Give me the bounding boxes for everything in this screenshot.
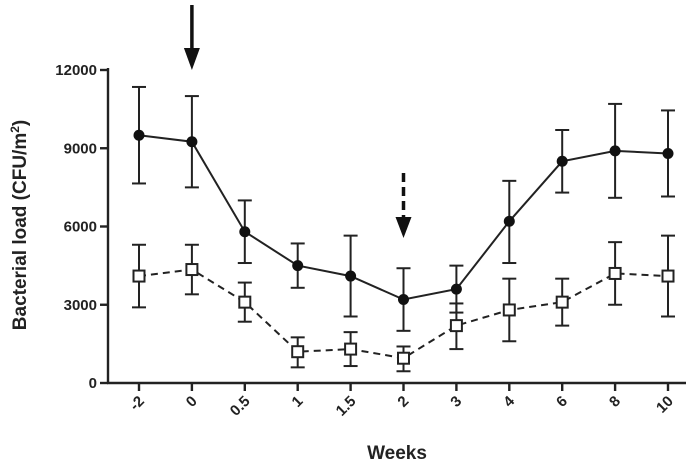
data-point: [238, 295, 252, 309]
data-point: [398, 294, 409, 306]
y-tick-label: 6000: [64, 219, 97, 236]
plot-area: [132, 85, 675, 373]
arrow-head: [183, 48, 200, 70]
data-point: [555, 295, 569, 309]
data-point: [502, 303, 516, 317]
data-point: [292, 260, 304, 272]
annotations: [183, 5, 412, 238]
series-dashed-open-squares: [132, 234, 675, 373]
y-axis-title: Bacterial load (CFU/m2): [8, 120, 31, 330]
x-tick-label: -2: [126, 393, 147, 414]
data-point: [132, 269, 146, 283]
x-tick-label: 4: [500, 392, 518, 410]
y-axis-title-close: ): [10, 120, 31, 126]
data-point: [662, 147, 674, 159]
data-point: [186, 136, 198, 148]
x-tick-label: 2: [394, 393, 412, 411]
data-point: [556, 155, 568, 167]
y-axis-ticks: 0 3000 6000 9000 12000: [55, 62, 108, 392]
data-point: [185, 263, 199, 277]
data-point: [239, 226, 251, 238]
x-tick-label: 6: [553, 393, 571, 411]
x-tick-label: 8: [606, 393, 624, 411]
data-point: [450, 283, 462, 295]
data-point: [133, 129, 145, 141]
x-tick-label: 0: [183, 393, 201, 411]
y-tick-label: 0: [89, 375, 97, 392]
x-tick-label: 1: [289, 393, 307, 411]
data-point: [503, 215, 515, 227]
arrow-head: [395, 217, 412, 238]
x-axis-title: Weeks: [367, 443, 427, 464]
data-point: [291, 345, 305, 359]
y-axis-title-superscript: 2: [8, 126, 22, 133]
data-point: [608, 266, 622, 280]
x-axis-ticks: -2 0 0.5 1 1.5 2 3 4 6 8 10: [126, 383, 677, 420]
data-point: [609, 145, 621, 157]
dashed-arrow: [395, 173, 412, 238]
series-solid-filled-circles: [132, 85, 675, 332]
x-tick-label: 0.5: [227, 393, 254, 420]
x-tick-label: 10: [653, 393, 677, 417]
x-tick-label: 3: [447, 393, 465, 411]
y-tick-label: 9000: [64, 140, 97, 157]
data-point: [344, 342, 358, 356]
data-point: [345, 270, 357, 282]
y-tick-label: 12000: [55, 62, 97, 79]
x-tick-label: 1.5: [333, 393, 360, 420]
y-tick-label: 3000: [64, 297, 97, 314]
solid-arrow: [183, 5, 200, 70]
data-point: [449, 319, 463, 333]
data-point: [661, 269, 675, 283]
data-point: [397, 351, 410, 365]
y-axis-title-main: Bacterial load (CFU/m: [10, 133, 31, 330]
